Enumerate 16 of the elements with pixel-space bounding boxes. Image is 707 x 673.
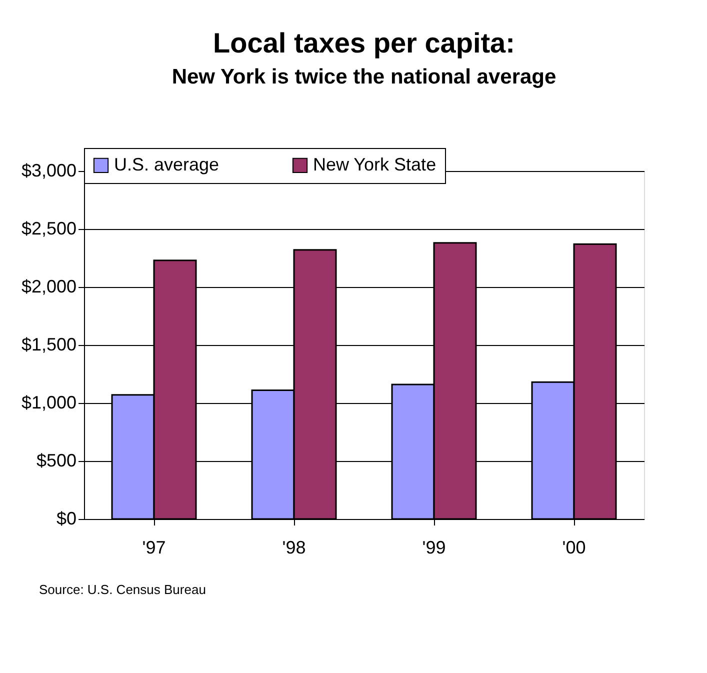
x-tick-label: '98 — [282, 538, 306, 558]
y-tick-label: $3,000 — [21, 160, 76, 180]
y-tick-label: $2,500 — [21, 218, 76, 238]
x-tick-label: '00 — [562, 538, 586, 558]
y-tick-label: $1,500 — [21, 334, 76, 354]
y-tick-label: $2,000 — [21, 276, 76, 296]
chart-title: Local taxes per capita: — [213, 28, 515, 58]
chart-subtitle: New York is twice the national average — [172, 66, 556, 88]
y-tick-label: $0 — [56, 508, 76, 528]
legend-label: U.S. average — [114, 154, 220, 174]
y-tick-label: $1,000 — [21, 392, 76, 412]
y-tick-label: $500 — [36, 450, 76, 470]
legend-label: New York State — [313, 154, 436, 174]
source-note: Source: U.S. Census Bureau — [39, 582, 206, 597]
x-tick-label: '99 — [422, 538, 446, 558]
x-tick-label: '97 — [142, 538, 166, 558]
